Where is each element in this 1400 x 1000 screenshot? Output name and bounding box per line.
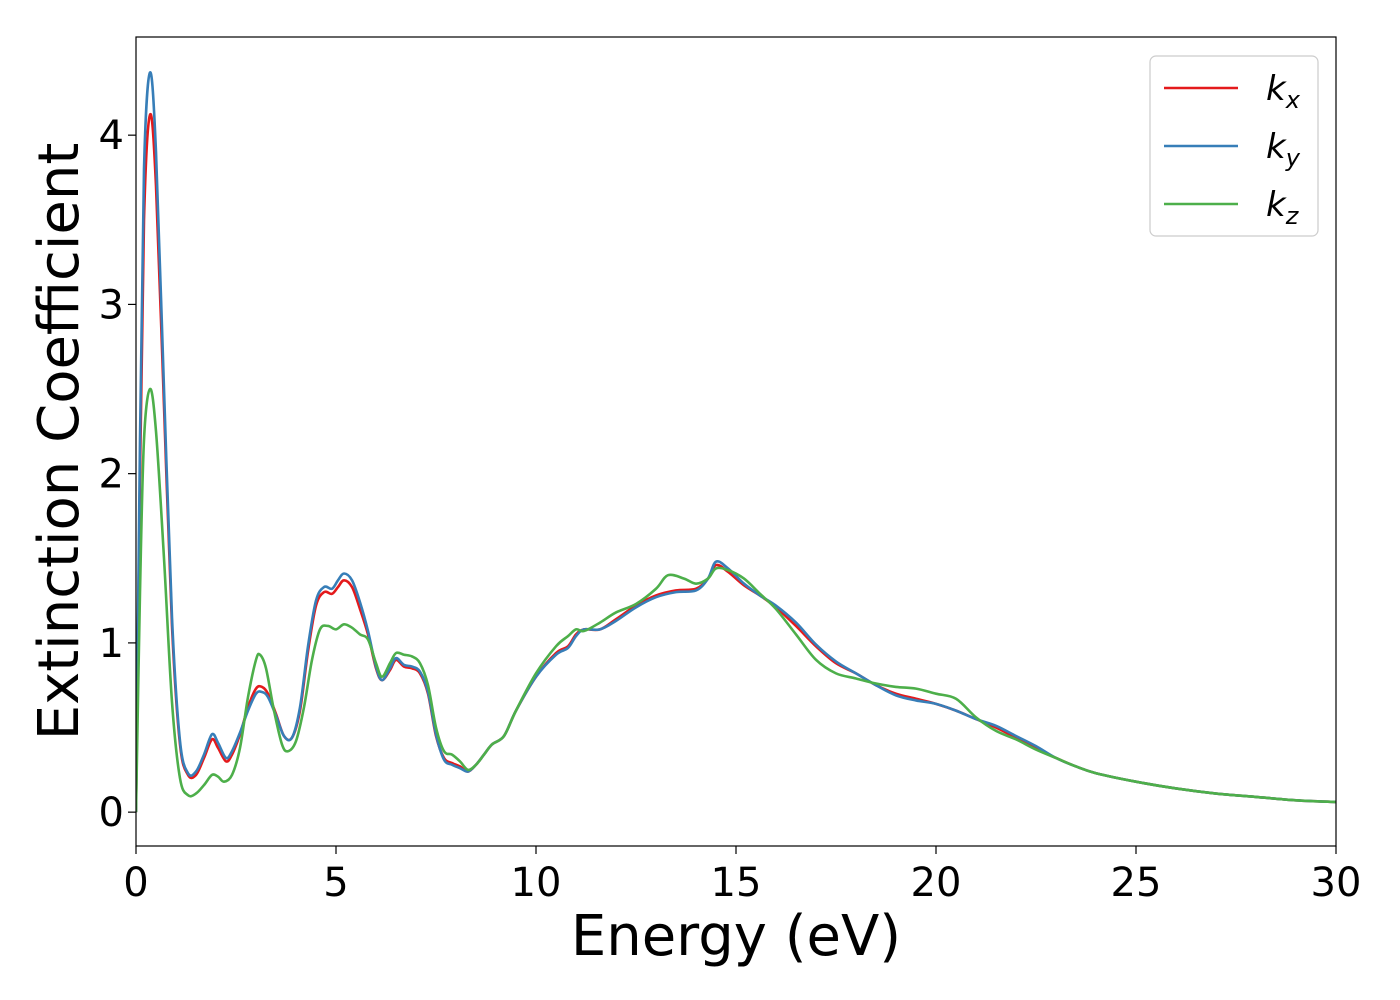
legend-label-kx: kx xyxy=(1266,69,1301,114)
y-tick-label: 1 xyxy=(99,621,124,667)
legend-label-subscript: x xyxy=(1285,86,1301,114)
legend-label-main: k xyxy=(1266,127,1287,167)
x-tick-label: 10 xyxy=(511,860,562,906)
legend-label-kz: kz xyxy=(1266,185,1300,230)
y-tick-label: 4 xyxy=(99,113,124,159)
x-axis-ticks: 0 5 10 15 20 25 30 xyxy=(123,846,1361,906)
x-axis-label: Energy (eV) xyxy=(571,904,901,969)
x-tick-label: 0 xyxy=(123,860,148,906)
y-tick-label: 3 xyxy=(99,282,124,328)
series-line-ky xyxy=(136,71,1336,813)
x-tick-label: 5 xyxy=(323,860,348,906)
legend-label-ky: ky xyxy=(1266,127,1301,172)
y-axis-ticks: 0 1 2 3 4 xyxy=(99,113,136,836)
x-tick-label: 15 xyxy=(711,860,762,906)
series-line-kz xyxy=(136,387,1336,813)
legend-label-main: k xyxy=(1266,69,1287,109)
x-tick-label: 20 xyxy=(911,860,962,906)
y-tick-label: 2 xyxy=(99,452,124,498)
y-tick-label: 0 xyxy=(99,790,124,836)
x-tick-label: 25 xyxy=(1111,860,1162,906)
legend-label-main: k xyxy=(1266,185,1287,225)
x-tick-label: 30 xyxy=(1311,860,1362,906)
legend-label-subscript: z xyxy=(1285,202,1300,230)
series-layer xyxy=(136,71,1336,813)
y-axis-label: Extinction Coefficient xyxy=(27,143,92,741)
series-line-kx xyxy=(136,112,1336,813)
legend-label-subscript: y xyxy=(1285,144,1301,172)
